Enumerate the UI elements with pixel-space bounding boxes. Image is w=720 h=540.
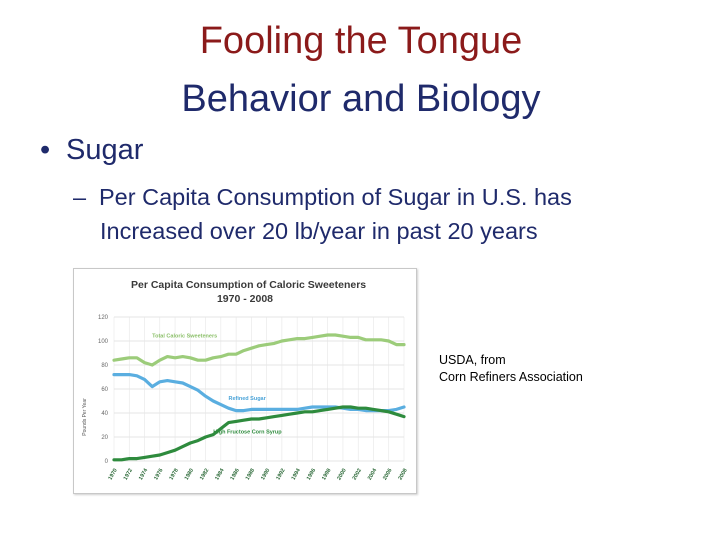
x-tick-label: 1972 bbox=[123, 468, 134, 482]
source-note: USDA, from Corn Refiners Association bbox=[439, 352, 583, 386]
x-tick-label: 1980 bbox=[184, 468, 195, 482]
sub-bullet: – Per Capita Consumption of Sugar in U.S.… bbox=[73, 180, 572, 248]
bullet-item: • Sugar bbox=[40, 134, 143, 167]
y-tick-label: 80 bbox=[101, 363, 108, 369]
y-tick-label: 100 bbox=[98, 339, 109, 345]
series-line-2 bbox=[112, 405, 406, 462]
y-tick-label: 40 bbox=[101, 411, 108, 417]
bullet-dot: • bbox=[40, 134, 51, 166]
x-tick-label: 1998 bbox=[321, 468, 332, 482]
x-tick-label: 1990 bbox=[260, 468, 271, 482]
x-tick-label: 1996 bbox=[306, 468, 317, 482]
bullet-text: Sugar bbox=[66, 134, 144, 166]
x-tick-label: 2008 bbox=[397, 468, 408, 482]
x-tick-label: 1984 bbox=[214, 467, 226, 481]
series-label-2: High Fructose Corn Syrup bbox=[213, 429, 282, 435]
x-tick-label: 1978 bbox=[169, 468, 180, 482]
chart-title: Per Capita Consumption of Caloric Sweete… bbox=[131, 279, 366, 291]
x-tick-label: 2000 bbox=[336, 468, 347, 482]
y-tick-label: 60 bbox=[101, 387, 108, 393]
y-tick-label: 120 bbox=[98, 315, 109, 321]
series-label-0: Total Caloric Sweeteners bbox=[152, 333, 217, 339]
x-tick-label: 1986 bbox=[230, 468, 241, 482]
chart-subtitle: 1970 - 2008 bbox=[217, 293, 273, 305]
x-tick-label: 1982 bbox=[199, 468, 210, 482]
x-tick-label: 2006 bbox=[382, 468, 393, 482]
series-layer bbox=[112, 333, 406, 462]
x-tick-label: 2004 bbox=[367, 467, 379, 481]
chart-svg: Per Capita Consumption of Caloric Sweete… bbox=[82, 279, 409, 481]
sweetener-chart: Per Capita Consumption of Caloric Sweete… bbox=[73, 268, 417, 494]
x-tick-label: 1970 bbox=[107, 468, 118, 482]
slide-title-line1: Fooling the Tongue bbox=[199, 20, 523, 62]
y-tick-label: 0 bbox=[105, 459, 109, 465]
series-line-1 bbox=[112, 373, 406, 413]
sub-bullet-line1: Per Capita Consumption of Sugar in U.S. … bbox=[99, 184, 572, 210]
x-tick-label: 1988 bbox=[245, 468, 256, 482]
slide-title-line2: Behavior and Biology bbox=[181, 78, 541, 120]
label-layer: 0 20 40 60 80 100 120 1970 1972 1974 1976 1978 1980 1… bbox=[98, 315, 409, 481]
sub-bullet-dash: – bbox=[73, 184, 87, 210]
source-line1: USDA, from bbox=[439, 353, 506, 367]
x-tick-label: 1974 bbox=[138, 467, 150, 481]
x-tick-label: 1994 bbox=[291, 467, 303, 481]
x-tick-label: 1976 bbox=[153, 468, 164, 482]
chart-ylabel: Pounds Per Year bbox=[82, 398, 88, 436]
series-line-0 bbox=[112, 333, 406, 367]
source-line2: Corn Refiners Association bbox=[439, 370, 583, 384]
sub-bullet-line2: Increased over 20 lb/year in past 20 yea… bbox=[100, 218, 538, 244]
y-tick-label: 20 bbox=[101, 435, 108, 441]
x-tick-label: 2002 bbox=[352, 468, 363, 482]
x-tick-label: 1992 bbox=[275, 468, 286, 482]
series-label-1: Refined Sugar bbox=[228, 396, 266, 402]
